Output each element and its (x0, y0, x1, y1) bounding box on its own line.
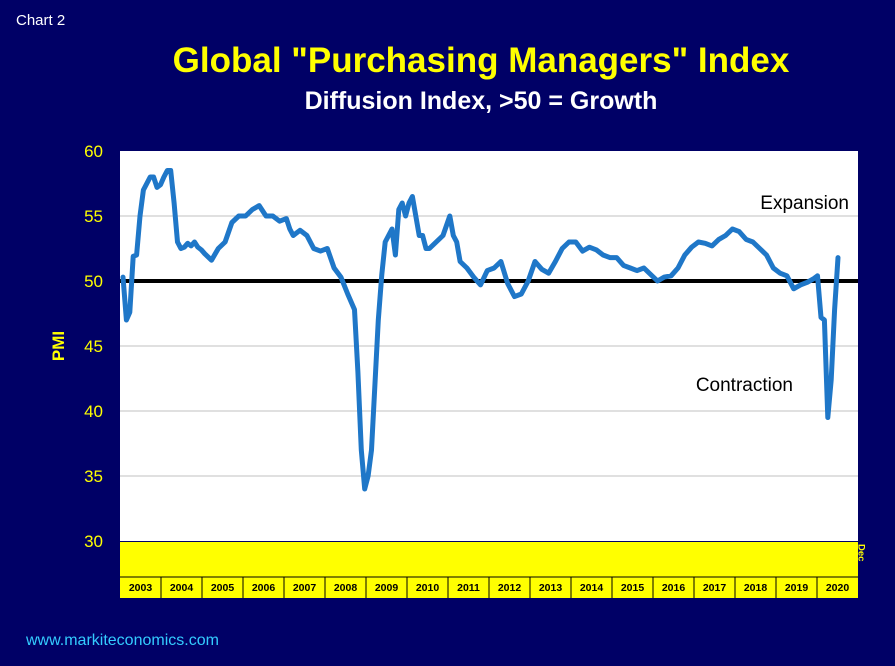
x-tick-label: Jan (124, 544, 135, 561)
year-label: 2009 (375, 582, 399, 594)
year-label: 2007 (293, 582, 317, 594)
x-tick-label: Nov (158, 544, 169, 563)
y-axis-label: PMI (49, 331, 68, 361)
x-tick-label: Oct (277, 544, 288, 561)
x-tick-label: Jan (328, 544, 339, 561)
x-tick-label: Jul (430, 544, 441, 558)
x-tick-label: Jun (345, 544, 356, 561)
year-label: 2020 (826, 582, 850, 594)
x-tick-label: Apr (379, 544, 390, 561)
year-label: 2012 (498, 582, 522, 594)
x-tick-label: Mar (294, 544, 305, 561)
x-tick-label: May (464, 544, 475, 563)
x-tick-label: Jan (736, 544, 747, 561)
y-tick-label: 45 (84, 337, 103, 356)
x-tick-label: Mar (702, 544, 713, 561)
x-tick-label: Dec (651, 544, 662, 561)
x-tick-label: Dec (447, 544, 458, 561)
y-tick-label: 35 (84, 467, 103, 486)
year-label: 2019 (785, 582, 809, 594)
y-tick-label: 60 (84, 142, 103, 161)
year-label: 2008 (334, 582, 358, 594)
x-tick-label: Nov (770, 544, 781, 563)
year-label: 2018 (744, 582, 768, 594)
x-tick-label: Apr (583, 544, 594, 561)
year-label: 2017 (703, 582, 727, 594)
x-tick-label: Oct (481, 544, 492, 561)
y-tick-label: 55 (84, 207, 103, 226)
year-label: 2003 (129, 582, 153, 594)
x-tick-label: Feb (413, 544, 424, 561)
x-tick-label: Jul (226, 544, 237, 558)
x-tick-label: Nov (566, 544, 577, 563)
x-tick-label: Sep (804, 544, 815, 562)
y-tick-label: 40 (84, 402, 103, 421)
contraction-annotation: Contraction (696, 375, 793, 396)
year-label: 2005 (211, 582, 235, 594)
x-tick-label: Feb (617, 544, 628, 561)
x-tick-label: Feb (822, 544, 833, 561)
x-tick-label: May (260, 544, 271, 563)
x-tick-label: Sep (192, 544, 203, 562)
x-tick-label: Apr (787, 544, 798, 561)
expansion-annotation: Expansion (760, 193, 849, 214)
x-tick-label: Jul (634, 544, 645, 558)
x-tick-label: Aug (311, 544, 322, 563)
x-tick-label: Feb (209, 544, 220, 561)
year-label: 2006 (252, 582, 276, 594)
chart-subtitle: Diffusion Index, >50 = Growth (305, 87, 658, 115)
x-tick-label: Dec (243, 544, 254, 561)
x-tick-label: Dec (856, 544, 867, 561)
x-tick-label: Apr (175, 544, 186, 561)
x-tick-label: Jun (753, 544, 764, 561)
year-label: 2004 (170, 582, 194, 594)
chart-number-label: Chart 2 (16, 12, 65, 29)
x-tick-label: Oct (685, 544, 696, 561)
x-tick-label: Sep (600, 544, 611, 562)
footer-url: www.markiteconomics.com (25, 632, 219, 649)
year-label: 2013 (539, 582, 563, 594)
pmi-series-line (120, 168, 841, 492)
x-tick-label: Jun (549, 544, 560, 561)
x-tick-label: Aug (719, 544, 730, 563)
x-axis-month-ticks: Jan Jun Nov Apr Sep Feb Jul Dec May Oct Mar Aug Jan J… (124, 544, 867, 563)
x-tick-label: Jan (532, 544, 543, 561)
x-tick-label: Jun (141, 544, 152, 561)
x-tick-label: Nov (362, 544, 373, 563)
year-label: 2010 (416, 582, 440, 594)
y-tick-label: 30 (84, 532, 103, 551)
y-tick-label: 50 (84, 272, 103, 291)
x-tick-label: May (668, 544, 679, 563)
x-tick-label: Sep (396, 544, 407, 562)
year-label: 2014 (580, 582, 604, 594)
year-label: 2011 (457, 582, 480, 594)
chart-title: Global "Purchasing Managers" Index (173, 41, 790, 80)
x-tick-label: Jul (839, 544, 850, 558)
x-tick-label: Mar (498, 544, 509, 561)
x-tick-label: Aug (515, 544, 526, 563)
y-axis-ticks: 30 35 40 45 50 55 60 (84, 142, 103, 551)
year-label: 2015 (621, 582, 645, 594)
year-label: 2016 (662, 582, 686, 594)
x-axis-year-labels: 2003 2004 2005 2006 2007 2008 2009 2010 2011 2012… (129, 577, 850, 598)
